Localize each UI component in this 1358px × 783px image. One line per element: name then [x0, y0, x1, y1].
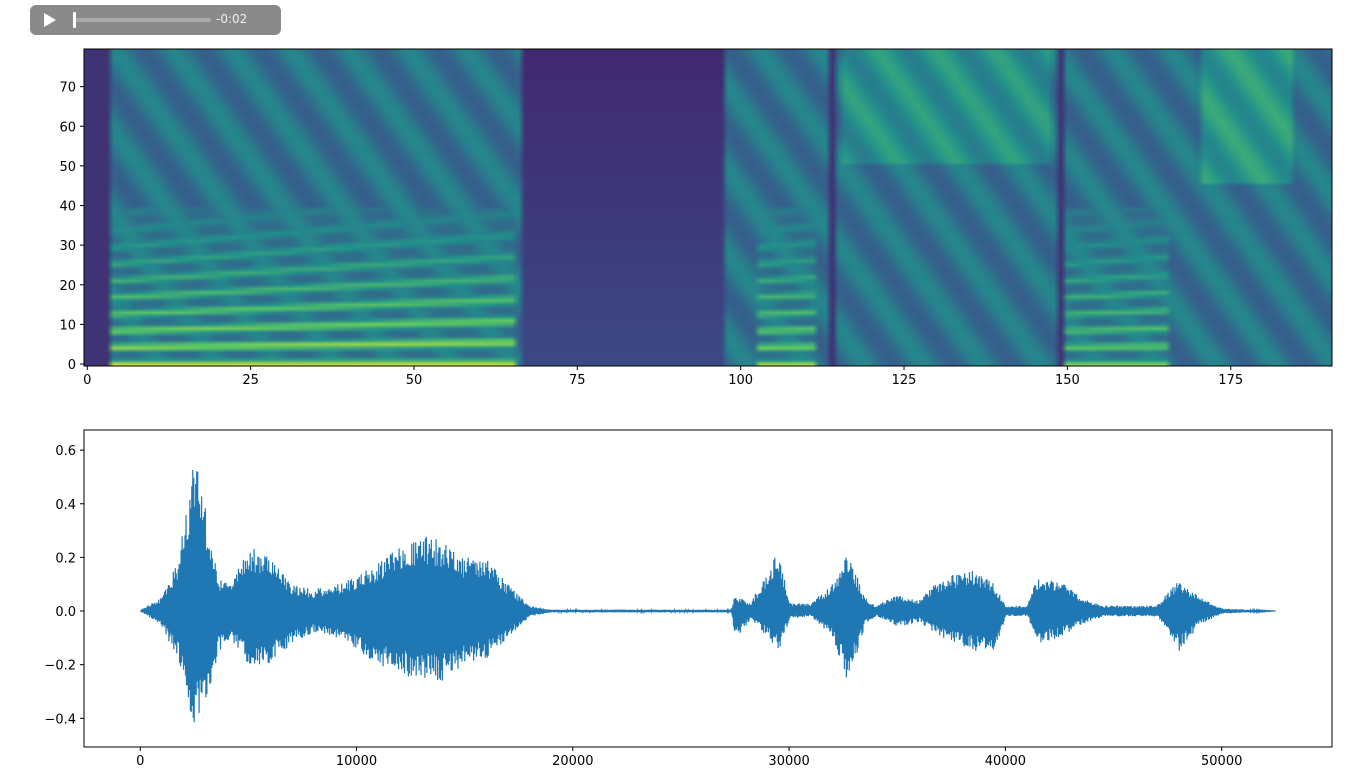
x-tick-label: 0 [136, 754, 144, 769]
x-tick-label: 25 [242, 373, 259, 388]
waveform-line [140, 470, 1275, 722]
x-tick-label: 75 [569, 373, 586, 388]
y-tick-label: 0.2 [55, 551, 76, 566]
y-tick-label: 0.4 [55, 498, 76, 513]
x-tick-label: 0 [83, 373, 91, 388]
y-tick-label: 60 [59, 120, 76, 135]
x-tick-label: 50000 [1201, 754, 1242, 769]
x-tick-label: 50 [406, 373, 423, 388]
y-tick-label: −0.2 [44, 659, 76, 674]
x-tick-label: 20000 [552, 754, 593, 769]
x-tick-label: 150 [1055, 373, 1080, 388]
chart-axes: 0 25 50 75 100 125 150 175 0 10 20 30 40 50 60 70 0 10000… [0, 0, 1358, 783]
x-tick-label: 125 [892, 373, 917, 388]
y-tick-label: 0.6 [55, 444, 76, 459]
y-tick-label: 70 [59, 81, 76, 96]
x-tick-label: 10000 [336, 754, 377, 769]
x-tick-label: 40000 [985, 754, 1026, 769]
y-tick-label: 40 [59, 200, 76, 215]
x-tick-label: 175 [1218, 373, 1243, 388]
y-tick-label: 0.0 [55, 605, 76, 620]
y-tick-label: 0 [68, 358, 76, 373]
axes-frame [84, 49, 1332, 366]
y-tick-label: 50 [59, 160, 76, 175]
x-tick-label: 30000 [768, 754, 809, 769]
x-tick-label: 100 [728, 373, 753, 388]
y-tick-label: 10 [59, 318, 76, 333]
y-tick-label: 30 [59, 239, 76, 254]
y-tick-label: −0.4 [44, 712, 76, 727]
y-tick-label: 20 [59, 279, 76, 294]
